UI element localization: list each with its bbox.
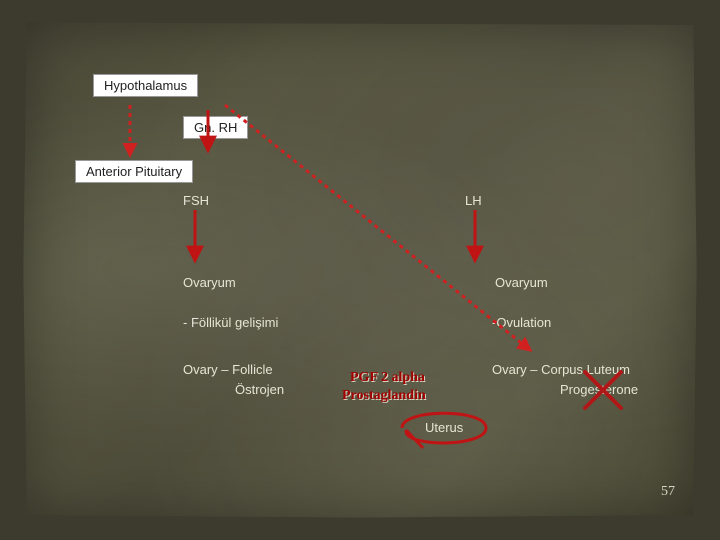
node-ovary-corpus: Ovary – Corpus Luteum <box>492 362 630 377</box>
node-follikul: - Föllikül gelişimi <box>183 315 278 330</box>
page-number: 57 <box>661 484 675 500</box>
node-anterior-pituitary: Anterior Pituitary <box>75 160 193 183</box>
node-ovaryum-left: Ovaryum <box>183 275 236 290</box>
node-uterus: Uterus <box>425 420 463 435</box>
node-gnrh: Gn. RH <box>183 116 248 139</box>
node-lh: LH <box>465 193 482 208</box>
node-hypothalamus: Hypothalamus <box>93 74 198 97</box>
node-pgf-line2: Prostaglandin <box>342 388 426 404</box>
node-progesterone: Progesterone <box>560 382 638 397</box>
node-ovulation: -Ovulation <box>492 315 551 330</box>
node-ostrojen: Östrojen <box>235 382 284 397</box>
node-pgf-line1: PGF 2 alpha <box>350 370 425 386</box>
node-fsh: FSH <box>183 193 209 208</box>
node-ovaryum-right: Ovaryum <box>495 275 548 290</box>
node-ovary-follicle: Ovary – Follicle <box>183 362 273 377</box>
